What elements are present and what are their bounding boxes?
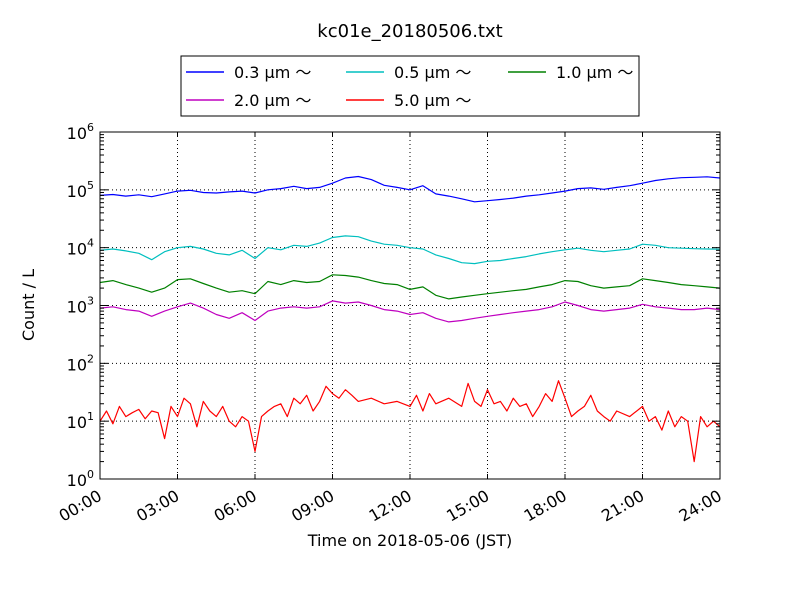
x-tick-label: 12:00 [366,486,415,526]
legend-label: 0.3 μm ～ [234,63,311,82]
y-axis-label: Count / L [19,269,38,341]
y-tick-label: 103 [67,295,94,317]
chart-title: kc01e_20180506.txt [317,21,502,42]
x-tick-label: 06:00 [211,486,260,526]
legend-frame [180,55,640,117]
x-tick-label: 18:00 [521,486,570,526]
series-line-5 [99,380,721,463]
series-group [99,175,721,463]
x-tick-label: 09:00 [288,486,337,526]
x-tick-label: 21:00 [598,486,647,526]
axis-ticks: 00:00 03:00 06:00 09:00 12:00 15:00 18:00 21:00… [56,121,725,526]
y-tick-label: 100 [67,468,94,490]
x-tick-label: 15:00 [443,486,492,526]
y-tick-label: 105 [67,179,94,201]
series-line-2 [99,235,721,265]
legend-label: 0.5 μm ～ [394,63,471,82]
x-tick-label: 00:00 [56,486,105,526]
legend-label: 2.0 μm ～ [234,91,311,110]
legend: 0.3 μm ～ 0.5 μm ～ 1.0 μm ～ 2.0 μm ～ 5.0 μm ～ [180,55,640,117]
y-tick-label: 102 [67,352,94,374]
x-axis-label: Time on 2018-05-06 (JST) [307,531,512,550]
legend-label: 1.0 μm ～ [556,63,633,82]
legend-label: 5.0 μm ～ [394,91,471,110]
x-tick-label: 03:00 [133,486,182,526]
series-line-1 [99,175,721,203]
x-tick-label: 24:00 [676,486,725,526]
y-tick-label: 106 [67,121,94,143]
series-line-3 [99,274,721,300]
series-line-4 [99,300,721,323]
y-tick-label: 101 [67,410,94,432]
y-tick-label: 104 [67,237,94,259]
grid-lines [100,132,720,479]
